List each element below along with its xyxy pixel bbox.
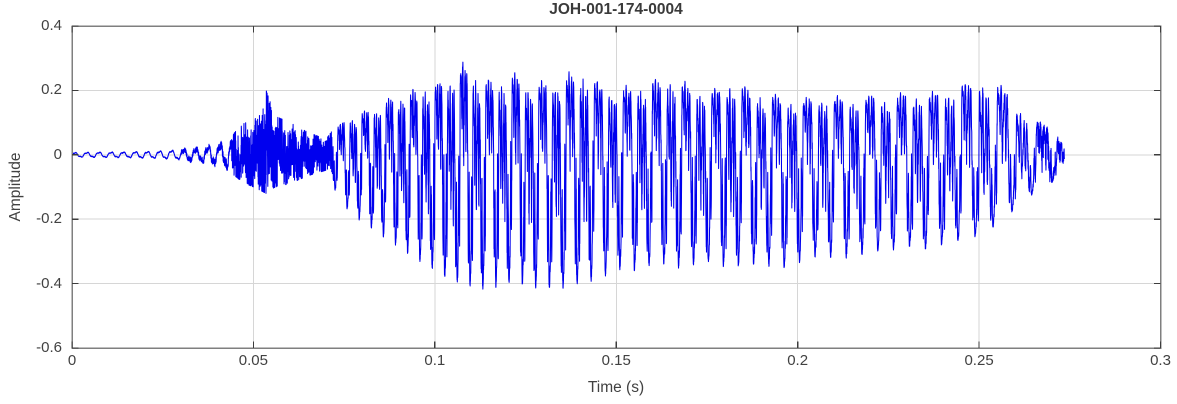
x-tick-label: 0.25	[964, 352, 994, 369]
x-tick-label: 0.3	[1150, 352, 1171, 369]
y-tick-label: 0.4	[41, 17, 62, 34]
y-tick-label: 0.2	[41, 81, 62, 99]
x-tick-label: 0	[67, 352, 77, 369]
tick-marks	[71, 25, 1162, 349]
y-tick-label: -0.6	[36, 339, 62, 356]
x-tick-label: 0.05	[238, 352, 268, 369]
x-axis-label: Time (s)	[587, 379, 645, 396]
y-tick-label: -0.2	[36, 210, 62, 228]
x-tick-label: 0.15	[601, 352, 631, 369]
y-tick-label: -0.4	[36, 274, 62, 292]
x-tick-label: 0.1	[424, 352, 446, 369]
y-tick-label: 0	[53, 145, 62, 163]
chart-title: JOH-001-174-0004	[549, 1, 683, 18]
waveform-trace	[71, 61, 1065, 290]
x-tick-label: 0.2	[787, 352, 809, 369]
